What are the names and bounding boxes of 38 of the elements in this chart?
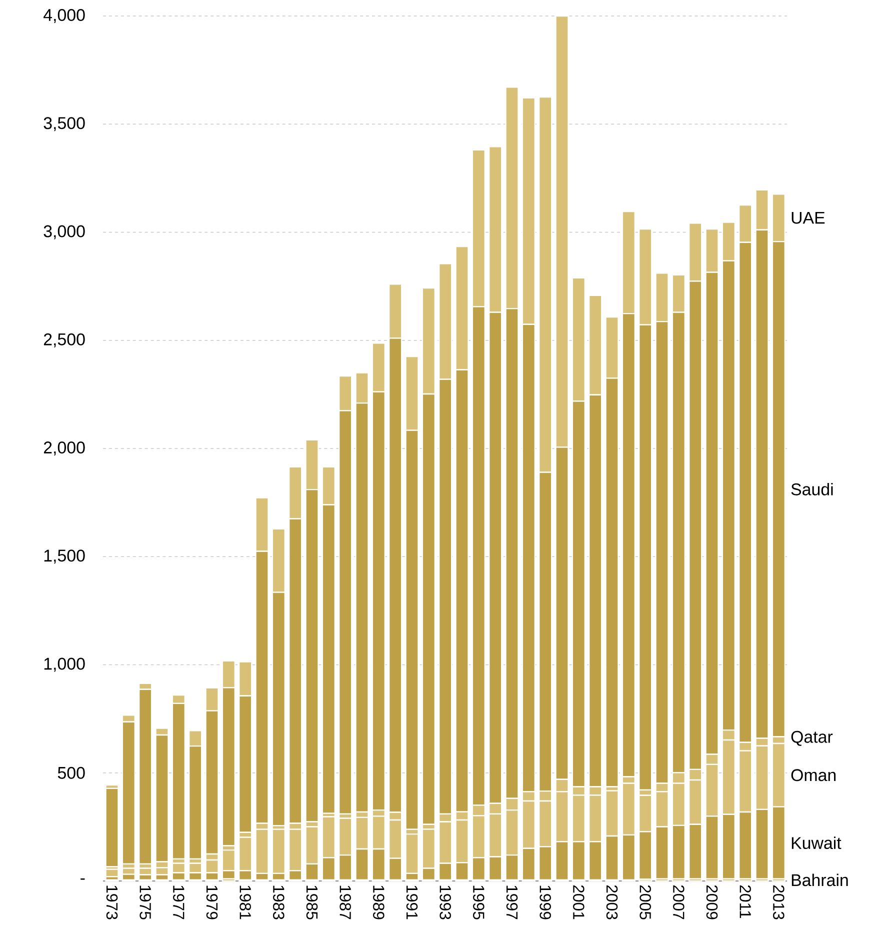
y-tick-label: 3,000: [44, 225, 85, 240]
y-tick-label: 2,500: [44, 333, 85, 348]
x-tick-label: 1993: [440, 886, 451, 920]
series-label: Bahrain: [792, 874, 848, 886]
x-tick-label: 1997: [506, 886, 518, 920]
series-label: Oman: [791, 769, 836, 782]
bar: [105, 788, 119, 868]
x-tick-label: 1999: [540, 886, 551, 920]
y-tick-label: 500: [58, 766, 85, 779]
x-tick-label: 2003: [606, 885, 618, 920]
x-tick-label: 2005: [640, 885, 651, 920]
series-label: Saudi: [791, 482, 833, 496]
x-tick-label: 1981: [240, 886, 251, 920]
x-tick-label: 1975: [140, 886, 151, 920]
y-tick-label: 1,000: [44, 658, 85, 672]
x-tick-label: 1973: [106, 886, 118, 920]
x-tick-label: 1985: [306, 886, 318, 920]
x-tick-label: 1979: [206, 886, 218, 920]
x-tick-label: 1995: [473, 886, 484, 920]
series-label: Qatar: [791, 730, 833, 746]
x-tick-label: 2001: [573, 885, 584, 920]
y-tick-label: 4,000: [43, 8, 85, 23]
series-label: UAE: [792, 212, 825, 224]
x-tick-label: 2013: [773, 885, 784, 920]
y-tick-label: 3,500: [44, 117, 85, 132]
y-tick-label: 1,500: [44, 550, 85, 564]
x-tick-label: 2011: [740, 885, 751, 918]
series-label: Kuwait: [792, 836, 842, 850]
bar: [105, 868, 119, 878]
x-tick-label: 1989: [373, 886, 384, 920]
x-tick-label: 1991: [406, 886, 418, 920]
x-tick-label: 2007: [673, 885, 684, 920]
y-tick-label: 2,000: [44, 441, 85, 456]
x-tick-label: 2009: [706, 885, 718, 920]
y-tick-label: -: [80, 878, 85, 880]
x-tick-label: 1977: [173, 886, 184, 920]
x-tick-label: 1983: [273, 886, 284, 920]
x-tick-label: 1987: [340, 886, 351, 920]
